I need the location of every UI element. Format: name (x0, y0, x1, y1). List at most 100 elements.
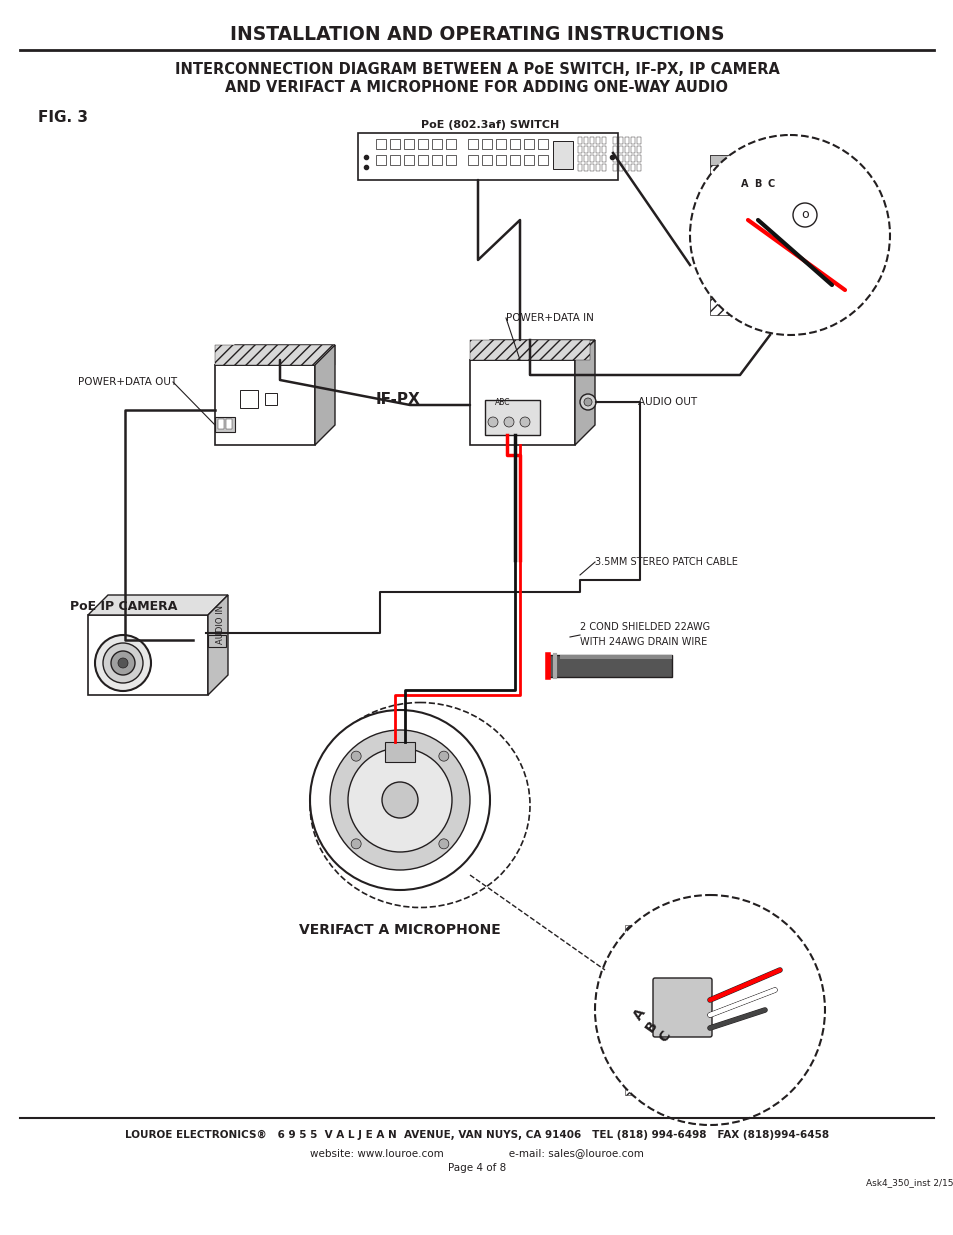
Text: AND VERIFACT A MICROPHONE FOR ADDING ONE-WAY AUDIO: AND VERIFACT A MICROPHONE FOR ADDING ONE… (225, 80, 728, 95)
FancyBboxPatch shape (214, 366, 314, 445)
Text: AUDIO OUT: AUDIO OUT (638, 396, 697, 408)
Bar (583, 156, 587, 162)
Circle shape (111, 651, 135, 676)
Bar (523, 140, 534, 149)
Text: WITH 24AWG DRAIN WIRE: WITH 24AWG DRAIN WIRE (579, 637, 706, 647)
Bar (385, 742, 415, 762)
Circle shape (519, 417, 530, 427)
Text: PoE IP CAMERA: PoE IP CAMERA (70, 599, 177, 613)
Bar (446, 140, 456, 149)
Bar (578, 146, 581, 153)
Bar (510, 156, 519, 165)
Text: Ask4_350_inst 2/15: Ask4_350_inst 2/15 (865, 1178, 953, 1188)
Bar (265, 393, 276, 405)
Bar (613, 164, 617, 170)
Bar (240, 390, 257, 408)
Polygon shape (214, 345, 335, 366)
Text: VERIFACT A MICROPHONE: VERIFACT A MICROPHONE (299, 923, 500, 937)
Bar (537, 140, 547, 149)
Bar (481, 140, 492, 149)
Text: C: C (656, 1029, 673, 1045)
Bar (432, 140, 441, 149)
Bar (734, 193, 745, 211)
Bar (468, 140, 477, 149)
FancyBboxPatch shape (652, 978, 711, 1037)
Bar (613, 146, 617, 153)
Bar (583, 164, 587, 170)
Circle shape (103, 643, 143, 683)
Circle shape (95, 635, 151, 692)
Bar (559, 655, 671, 659)
Bar (432, 156, 441, 165)
Bar (630, 146, 635, 153)
Polygon shape (88, 595, 228, 615)
Text: B: B (642, 1019, 660, 1035)
Bar (537, 156, 547, 165)
Bar (624, 137, 628, 144)
Bar (748, 193, 760, 211)
Bar (357, 133, 618, 180)
Bar (709, 156, 789, 315)
Bar (630, 164, 635, 170)
Bar (624, 146, 628, 153)
Text: LOUROE ELECTRONICS®   6 9 5 5  V A L J E A N  AVENUE, VAN NUYS, CA 91406   TEL (: LOUROE ELECTRONICS® 6 9 5 5 V A L J E A … (125, 1130, 828, 1140)
Bar (578, 137, 581, 144)
Bar (470, 340, 589, 359)
Bar (589, 164, 594, 170)
Bar (618, 156, 622, 162)
Text: A: A (740, 179, 748, 189)
Circle shape (348, 748, 452, 852)
Text: POWER+DATA OUT: POWER+DATA OUT (78, 377, 177, 387)
Bar (390, 140, 399, 149)
Polygon shape (208, 595, 228, 695)
Text: INSTALLATION AND OPERATING INSTRUCTIONS: INSTALLATION AND OPERATING INSTRUCTIONS (230, 26, 723, 44)
Bar (637, 156, 640, 162)
Text: Page 4 of 8: Page 4 of 8 (447, 1163, 506, 1173)
Bar (637, 137, 640, 144)
Text: 2 COND SHIELDED 22AWG: 2 COND SHIELDED 22AWG (579, 622, 709, 632)
Text: IF-PX: IF-PX (375, 393, 419, 408)
Bar (583, 137, 587, 144)
Bar (618, 164, 622, 170)
Bar (613, 156, 617, 162)
Circle shape (351, 839, 361, 848)
Bar (596, 137, 599, 144)
Bar (618, 137, 622, 144)
Text: ABC: ABC (495, 398, 510, 408)
Circle shape (579, 394, 596, 410)
Bar (578, 156, 581, 162)
Bar (596, 146, 599, 153)
Bar (601, 137, 605, 144)
Text: o: o (801, 209, 808, 221)
Text: INTERCONNECTION DIAGRAM BETWEEN A PoE SWITCH, IF-PX, IP CAMERA: INTERCONNECTION DIAGRAM BETWEEN A PoE SW… (174, 63, 779, 78)
Bar (637, 164, 640, 170)
Bar (446, 156, 456, 165)
Circle shape (330, 730, 470, 869)
Circle shape (438, 839, 448, 848)
Bar (214, 345, 335, 366)
Bar (375, 140, 386, 149)
FancyBboxPatch shape (88, 615, 208, 695)
Bar (601, 156, 605, 162)
Bar (390, 156, 399, 165)
Bar (578, 164, 581, 170)
Bar (601, 146, 605, 153)
Bar (630, 137, 635, 144)
Bar (403, 156, 414, 165)
Bar (589, 156, 594, 162)
Bar (589, 137, 594, 144)
Bar (762, 193, 773, 211)
Bar (214, 417, 234, 432)
Text: website: www.louroe.com                    e-mail: sales@louroe.com: website: www.louroe.com e-mail: sales@lo… (310, 1149, 643, 1158)
Bar (596, 156, 599, 162)
Bar (589, 146, 594, 153)
Text: A: A (631, 1007, 648, 1023)
Circle shape (503, 417, 514, 427)
Bar (496, 140, 505, 149)
Text: AUDIO IN: AUDIO IN (216, 605, 225, 645)
Bar (218, 419, 224, 429)
Bar (417, 156, 428, 165)
Bar (624, 925, 714, 1095)
Text: C: C (766, 179, 774, 189)
Bar (523, 156, 534, 165)
